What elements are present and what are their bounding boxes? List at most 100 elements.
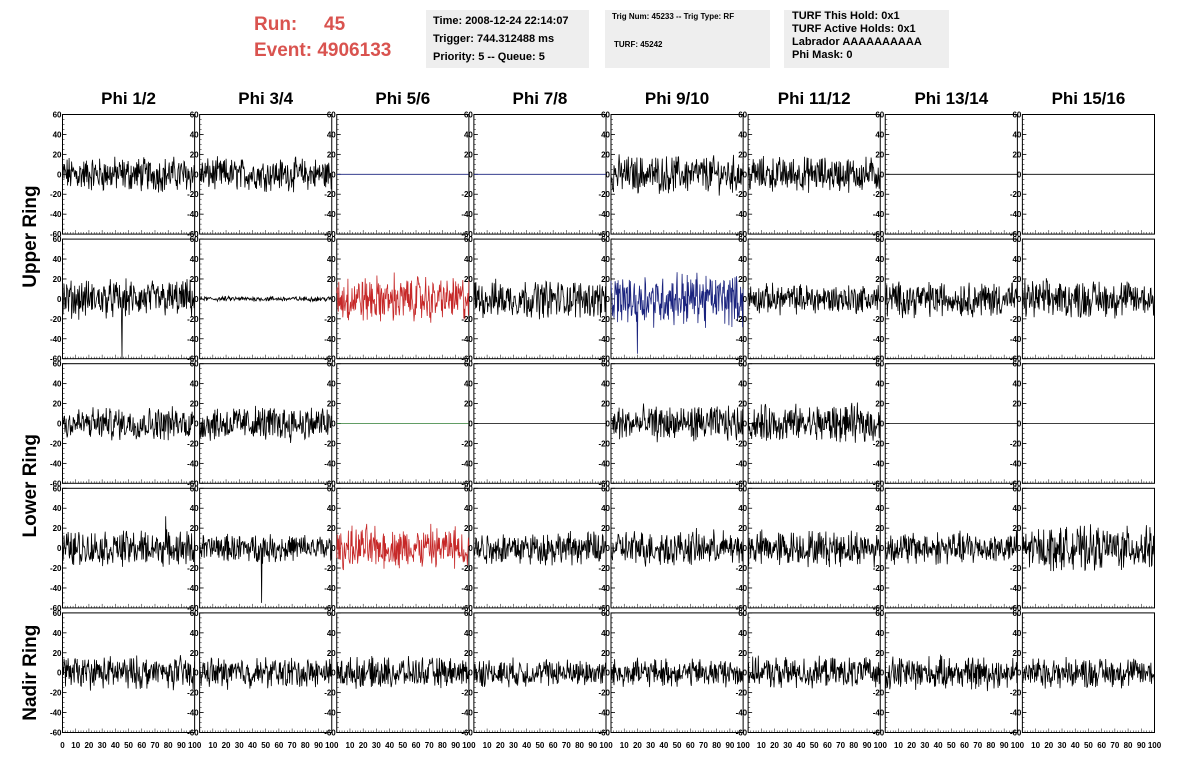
y-tick-label: 20 — [1012, 400, 1021, 409]
y-tick-label: 20 — [53, 400, 62, 409]
waveform-line — [336, 272, 470, 323]
y-tick-label: -40 — [50, 335, 62, 344]
y-tick-label: 20 — [601, 275, 610, 284]
y-tick-label: -60 — [873, 355, 885, 364]
y-tick-label: -40 — [598, 335, 610, 344]
y-tick-label: 20 — [1012, 524, 1021, 533]
y-tick-label: 0 — [57, 295, 62, 304]
waveform-line — [747, 155, 881, 193]
y-tick-label: -20 — [187, 190, 199, 199]
y-tick-label: -20 — [187, 439, 199, 448]
y-tick-label: -40 — [324, 459, 336, 468]
x-tick-label: 40 — [797, 741, 806, 750]
y-tick-label: 40 — [53, 380, 62, 389]
x-tick-label: 70 — [1110, 741, 1119, 750]
x-tick-label: 40 — [248, 741, 257, 750]
y-tick-label: 40 — [464, 380, 473, 389]
y-tick-label: 40 — [875, 130, 884, 139]
y-tick-label: 20 — [738, 400, 747, 409]
y-tick-label: -40 — [1010, 210, 1022, 219]
y-tick-label: 0 — [468, 170, 473, 179]
y-tick-label: 20 — [601, 524, 610, 533]
y-tick-label: 20 — [738, 524, 747, 533]
y-tick-label: 20 — [875, 524, 884, 533]
waveform-line — [336, 523, 470, 571]
y-tick-label: -20 — [873, 315, 885, 324]
waveform-line — [473, 278, 607, 320]
y-tick-label: -60 — [324, 729, 336, 738]
y-tick-label: 0 — [1017, 420, 1022, 429]
y-tick-label: 20 — [875, 150, 884, 159]
y-tick-label: -40 — [50, 584, 62, 593]
y-tick-label: -20 — [873, 439, 885, 448]
y-tick-label: 20 — [875, 400, 884, 409]
x-tick-label: 90 — [177, 741, 186, 750]
turf-info-box: TURF This Hold: 0x1 TURF Active Holds: 0… — [784, 10, 949, 68]
y-tick-label: -40 — [873, 210, 885, 219]
y-tick-label: 0 — [331, 420, 336, 429]
y-tick-label: -20 — [324, 439, 336, 448]
y-tick-label: -60 — [324, 230, 336, 239]
y-tick-label: 0 — [1017, 295, 1022, 304]
y-tick-label: -60 — [187, 604, 199, 613]
y-tick-label: 60 — [875, 484, 884, 493]
y-tick-label: 60 — [875, 235, 884, 244]
y-tick-label: -40 — [187, 709, 199, 718]
y-tick-label: 20 — [601, 649, 610, 658]
x-tick-label: 60 — [823, 741, 832, 750]
priority-text: Priority: 5 -- Queue: 5 — [433, 51, 545, 63]
y-tick-label: -60 — [187, 479, 199, 488]
event-value: 4906133 — [317, 40, 392, 61]
waveform-line — [199, 295, 333, 303]
ring-label: Upper Ring — [20, 185, 41, 287]
y-tick-label: 20 — [327, 524, 336, 533]
column-header: Phi 7/8 — [513, 89, 568, 108]
trig-info-box: Trig Num: 45233 -- Trig Type: RF TURF: 4… — [605, 10, 770, 68]
y-tick-label: 0 — [57, 420, 62, 429]
y-tick-label: 60 — [190, 609, 199, 618]
waveform-line — [610, 403, 744, 443]
y-tick-label: 20 — [327, 649, 336, 658]
x-tick-label: 20 — [84, 741, 93, 750]
y-tick-label: 60 — [327, 484, 336, 493]
y-tick-label: 60 — [53, 235, 62, 244]
y-tick-label: -40 — [736, 709, 748, 718]
y-tick-label: 20 — [464, 150, 473, 159]
panel-frame — [62, 363, 196, 484]
y-tick-label: 40 — [464, 504, 473, 513]
x-tick-label: 20 — [359, 741, 368, 750]
y-tick-label: 60 — [464, 235, 473, 244]
y-tick-label: -20 — [873, 190, 885, 199]
y-tick-label: 0 — [1017, 544, 1022, 553]
y-tick-label: 20 — [875, 275, 884, 284]
y-tick-label: 0 — [57, 669, 62, 678]
y-tick-label: 60 — [53, 609, 62, 618]
y-tick-label: -40 — [598, 459, 610, 468]
turf-text: TURF: 45242 — [614, 40, 663, 49]
y-tick-label: -40 — [324, 584, 336, 593]
y-tick-label: -60 — [461, 604, 473, 613]
trigger-text: Trigger: 744.312488 ms — [433, 33, 555, 45]
column-header: Phi 9/10 — [645, 89, 709, 108]
y-tick-label: -40 — [598, 584, 610, 593]
column-header: Phi 15/16 — [1052, 89, 1126, 108]
x-tick-label: 10 — [208, 741, 217, 750]
x-tick-label: 30 — [372, 741, 381, 750]
y-tick-label: 40 — [1012, 130, 1021, 139]
x-tick-label: 90 — [451, 741, 460, 750]
waveform-line — [1022, 278, 1155, 319]
x-tick-label: 90 — [1000, 741, 1009, 750]
y-tick-label: -60 — [187, 729, 199, 738]
y-tick-label: 40 — [327, 629, 336, 638]
y-tick-label: 40 — [875, 629, 884, 638]
x-tick-label: 100 — [736, 741, 750, 750]
y-tick-label: 60 — [53, 111, 62, 120]
y-tick-label: -40 — [736, 335, 748, 344]
x-tick-label: 40 — [522, 741, 531, 750]
y-tick-label: 20 — [464, 649, 473, 658]
y-tick-label: -20 — [324, 689, 336, 698]
y-tick-label: -20 — [873, 689, 885, 698]
y-tick-label: -40 — [1010, 459, 1022, 468]
y-tick-label: -20 — [736, 689, 748, 698]
